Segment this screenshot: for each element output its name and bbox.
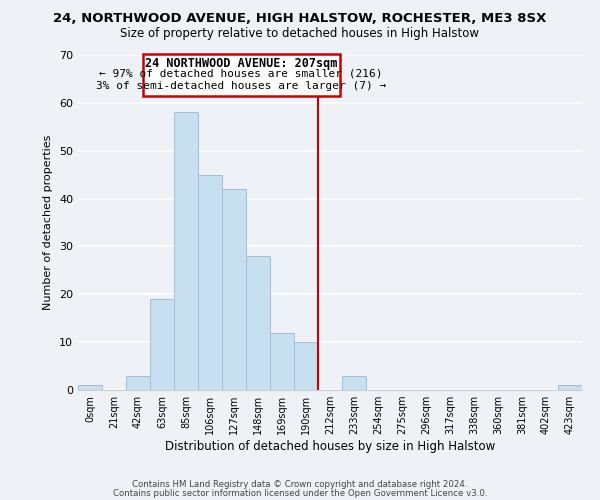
Bar	[143, 54, 340, 96]
Text: Size of property relative to detached houses in High Halstow: Size of property relative to detached ho…	[121, 28, 479, 40]
Bar	[198, 174, 222, 390]
Bar	[126, 376, 150, 390]
Bar	[174, 112, 198, 390]
Text: 24, NORTHWOOD AVENUE, HIGH HALSTOW, ROCHESTER, ME3 8SX: 24, NORTHWOOD AVENUE, HIGH HALSTOW, ROCH…	[53, 12, 547, 26]
Text: 24 NORTHWOOD AVENUE: 207sqm: 24 NORTHWOOD AVENUE: 207sqm	[145, 57, 337, 70]
Text: ← 97% of detached houses are smaller (216): ← 97% of detached houses are smaller (21…	[100, 69, 383, 79]
Text: Contains public sector information licensed under the Open Government Licence v3: Contains public sector information licen…	[113, 488, 487, 498]
Text: 3% of semi-detached houses are larger (7) →: 3% of semi-detached houses are larger (7…	[96, 80, 386, 90]
X-axis label: Distribution of detached houses by size in High Halstow: Distribution of detached houses by size …	[165, 440, 495, 453]
Bar	[270, 332, 294, 390]
Bar	[342, 376, 366, 390]
Bar	[150, 299, 174, 390]
Bar	[246, 256, 270, 390]
Bar	[78, 385, 102, 390]
Bar	[222, 189, 246, 390]
Y-axis label: Number of detached properties: Number of detached properties	[43, 135, 53, 310]
Bar	[558, 385, 582, 390]
Text: Contains HM Land Registry data © Crown copyright and database right 2024.: Contains HM Land Registry data © Crown c…	[132, 480, 468, 489]
Bar	[294, 342, 318, 390]
